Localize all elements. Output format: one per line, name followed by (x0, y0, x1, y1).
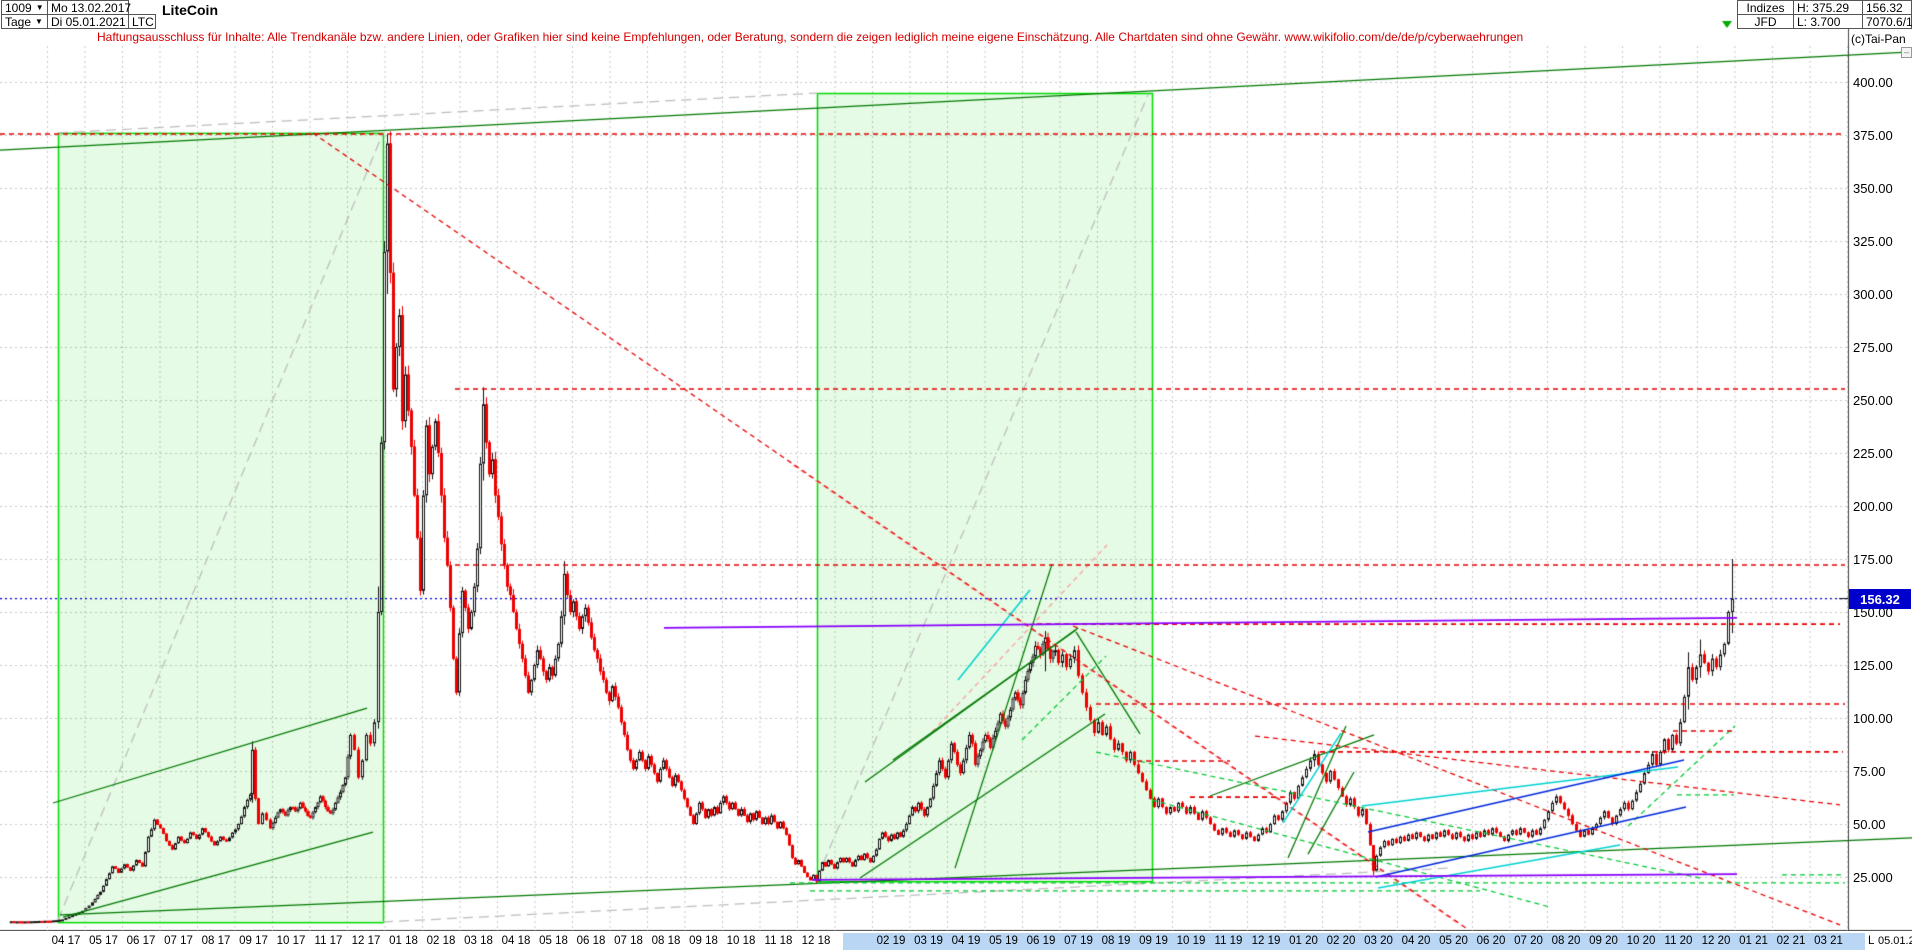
y-axis-label: 375.00 (1853, 128, 1893, 143)
time-axis: 04 17 05 17 06 17 07 17 08 17 09 17 10 17 11 17… (0, 931, 1912, 952)
x-axis-label: 02 20 (1326, 935, 1356, 947)
x-axis-label: 04 17 (51, 935, 81, 947)
x-axis-label: 11 20 (1664, 935, 1693, 947)
x-axis-label: 01 20 (1289, 935, 1318, 947)
x-axis-label: 03 21 (1814, 935, 1843, 947)
x-axis-label: 07 19 (1064, 935, 1093, 947)
x-axis-label: 02 18 (426, 935, 456, 947)
y-axis-label: 250.00 (1853, 393, 1893, 408)
x-axis-label: 05 20 (1439, 935, 1468, 947)
time-axis-highlight (843, 933, 1865, 950)
x-axis-label: 09 18 (689, 935, 718, 947)
period-value: Tage (5, 14, 32, 29)
x-axis-label: 07 18 (614, 935, 643, 947)
y-axis-label: 25.000 (1853, 870, 1893, 885)
y-axis-label: 125.00 (1853, 658, 1893, 673)
x-axis-label: 11 18 (764, 935, 793, 947)
y-axis-label: 175.00 (1853, 552, 1893, 567)
x-axis-label: 12 17 (351, 935, 381, 947)
x-axis-label: 04 19 (951, 935, 981, 947)
x-axis-label: 12 18 (801, 935, 831, 947)
x-axis-label: 11 19 (1214, 935, 1243, 947)
x-axis-label: 09 19 (1139, 935, 1168, 947)
y-axis-label: 275.00 (1853, 340, 1893, 355)
bars-count-value: 1009 (5, 0, 32, 15)
period-dropdown[interactable]: Tage ▼ (1, 14, 48, 29)
x-axis-label: 03 20 (1364, 935, 1393, 947)
x-axis-label: 09 17 (239, 935, 268, 947)
x-axis-label: 07 17 (164, 935, 193, 947)
x-axis-label: 08 17 (201, 935, 231, 947)
x-axis-label: 09 20 (1589, 935, 1618, 947)
y-axis-label: 50.00 (1853, 817, 1886, 832)
chevron-down-icon: ▼ (35, 17, 43, 26)
x-axis-label: 06 18 (576, 935, 606, 947)
x-axis-label: 04 18 (501, 935, 531, 947)
x-axis-label: 11 17 (314, 935, 343, 947)
group-cell: Indizes (1737, 0, 1794, 15)
x-axis-label: 07 20 (1514, 935, 1543, 947)
x-axis-label: 08 20 (1551, 935, 1581, 947)
x-axis-label: 06 20 (1476, 935, 1506, 947)
last-price-cell: 156.32 (1862, 0, 1912, 15)
low-cell: L: 3.700 (1793, 14, 1863, 29)
minimize-icon[interactable]: – (1901, 47, 1912, 58)
x-axis-label: 10 17 (276, 935, 306, 947)
x-axis-label: 03 18 (464, 935, 493, 947)
x-axis-label: 10 18 (726, 935, 756, 947)
y-axis-label: 350.00 (1853, 181, 1893, 196)
disclaimer-text: Haftungsausschluss für Inhalte: Alle Tre… (97, 30, 1524, 44)
x-axis-label: 10 19 (1176, 935, 1206, 947)
x-axis-label: 10 20 (1626, 935, 1656, 947)
y-axis-label: 325.00 (1853, 234, 1893, 249)
x-axis-label: 08 18 (651, 935, 681, 947)
instrument-name: LiteCoin (162, 2, 218, 18)
x-axis-label: 01 18 (389, 935, 418, 947)
x-axis-label: 05 19 (989, 935, 1018, 947)
x-axis-label: 12 19 (1251, 935, 1281, 947)
y-axis-label: 100.00 (1853, 711, 1893, 726)
provider-cell: JFD (1737, 14, 1794, 29)
x-axis-label: 05 17 (89, 935, 118, 947)
bars-count-dropdown[interactable]: 1009 ▼ (1, 0, 48, 15)
range-start-date: Mo 13.02.2017 (47, 0, 131, 15)
y-axis-label: 300.00 (1853, 287, 1893, 302)
x-axis-label: 03 19 (914, 935, 943, 947)
low-date-label: 05.01.21 (1878, 935, 1912, 947)
copyright-label: (c)Tai-Pan (1851, 32, 1906, 46)
x-axis-label: 01 21 (1739, 935, 1768, 947)
symbol-cell: LTC (128, 14, 156, 29)
high-cell: H: 375.29 (1793, 0, 1863, 15)
x-axis-label: 02 21 (1776, 935, 1806, 947)
chevron-down-icon: ▼ (35, 3, 44, 12)
y-axis-label: 400.00 (1853, 75, 1893, 90)
y-axis-label: 225.00 (1853, 446, 1893, 461)
low-marker-label: L (1868, 935, 1875, 947)
x-axis-label: 12 20 (1701, 935, 1731, 947)
x-axis-label: 08 19 (1101, 935, 1131, 947)
y-axis-label: 200.00 (1853, 499, 1893, 514)
x-axis-label: 04 20 (1401, 935, 1431, 947)
x-axis-label: 02 19 (876, 935, 906, 947)
x-axis-label: 06 19 (1026, 935, 1056, 947)
last-price-badge: 156.32 (1849, 589, 1911, 609)
x-axis-label: 05 18 (539, 935, 568, 947)
last-date: Di 05.01.2021 (47, 14, 129, 29)
y-axis-label: 75.00 (1853, 764, 1886, 779)
volume-cell: 7070.6/15 (1862, 14, 1912, 29)
x-axis-label: 06 17 (126, 935, 156, 947)
